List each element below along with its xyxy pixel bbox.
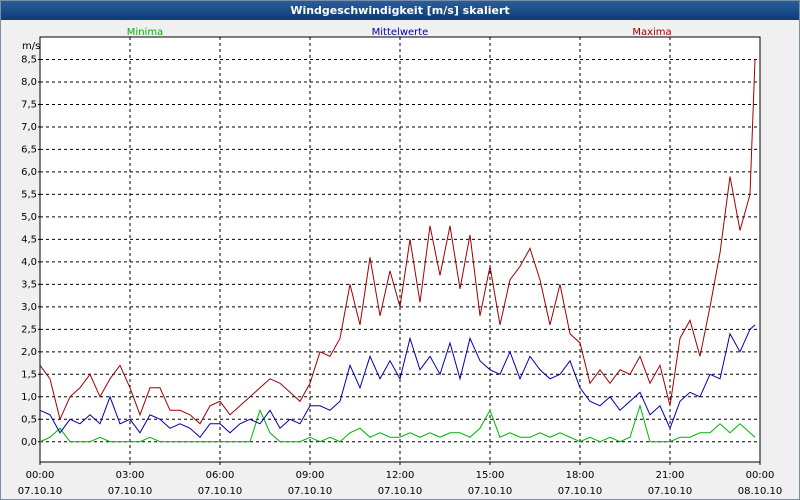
y-tick-label: 3,0 bbox=[21, 302, 37, 313]
y-tick-label: 5,5 bbox=[21, 189, 37, 200]
x-tick-label: 06:00 07.10.10 bbox=[198, 470, 243, 497]
x-tick-label: 00:00 07.10.10 bbox=[18, 470, 63, 497]
y-tick-label: 8,0 bbox=[21, 77, 37, 88]
y-tick-label: 7,0 bbox=[21, 122, 37, 133]
legend-label: Maxima bbox=[632, 27, 671, 38]
legend-label: Mittelwerte bbox=[372, 27, 429, 38]
x-tick-label: 03:00 07.10.10 bbox=[108, 470, 153, 497]
title-bar bbox=[1, 1, 799, 20]
y-tick-label: 0,5 bbox=[21, 414, 37, 425]
y-tick-label: 0,0 bbox=[21, 437, 37, 448]
x-tick-label: 09:00 07.10.10 bbox=[288, 470, 333, 497]
y-tick-label: 2,5 bbox=[21, 324, 37, 335]
y-tick-label: 6,5 bbox=[21, 144, 37, 155]
y-tick-label: 2,0 bbox=[21, 347, 37, 358]
y-tick-label: 7,5 bbox=[21, 99, 37, 110]
y-unit: m/s bbox=[22, 41, 40, 52]
series-line bbox=[39, 404, 756, 443]
y-tick-label: 1,0 bbox=[21, 392, 37, 403]
y-tick-label: 1,5 bbox=[21, 369, 37, 380]
x-tick-label: 12:00 07.10.10 bbox=[378, 470, 423, 497]
y-tick-label: 6,0 bbox=[21, 167, 37, 178]
x-tick-label: 00:00 08.10.10 bbox=[738, 470, 783, 497]
y-tick-label: 8,5 bbox=[21, 54, 37, 65]
y-tick-label: 4,0 bbox=[21, 257, 37, 268]
x-tick-label: 15:00 07.10.10 bbox=[468, 470, 513, 497]
y-tick-label: 5,0 bbox=[21, 212, 37, 223]
x-tick-label: 21:00 07.10.10 bbox=[648, 470, 693, 497]
chart-title: Windgeschwindigkeit [m/s] skaliert bbox=[290, 4, 509, 17]
x-tick-label: 18:00 07.10.10 bbox=[558, 470, 603, 497]
legend-label: Minima bbox=[127, 27, 163, 38]
series-line bbox=[39, 324, 756, 439]
y-tick-label: 3,5 bbox=[21, 279, 37, 290]
series-line bbox=[39, 59, 756, 425]
y-tick-label: 4,5 bbox=[21, 234, 37, 245]
